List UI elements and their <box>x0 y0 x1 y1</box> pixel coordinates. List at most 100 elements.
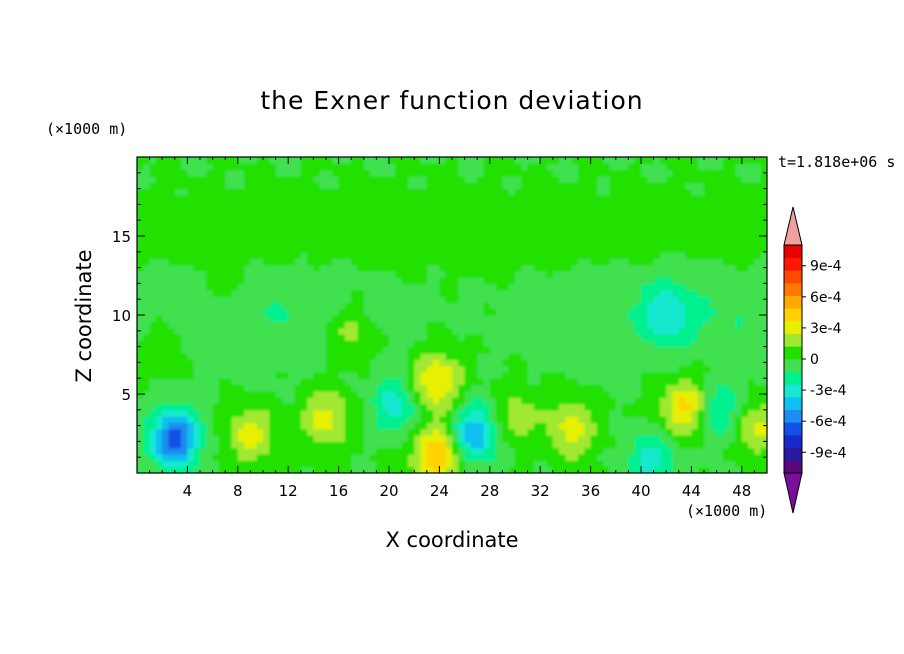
contour-cell <box>382 371 390 379</box>
contour-cell <box>659 296 667 303</box>
contour-cell <box>515 194 522 202</box>
contour-cell <box>458 441 466 449</box>
contour-cell <box>237 390 245 398</box>
contour-cell <box>653 428 661 436</box>
contour-cell <box>445 454 453 461</box>
contour-cell <box>716 226 724 234</box>
contour-cell <box>401 226 409 234</box>
contour-cell <box>578 157 585 164</box>
contour-cell <box>250 346 258 354</box>
contour-cell <box>288 163 296 171</box>
contour-cell <box>143 315 151 322</box>
contour-cell <box>307 371 314 379</box>
contour-cell <box>250 213 258 221</box>
contour-cell <box>218 460 226 468</box>
contour-cell <box>250 296 258 303</box>
contour-cell <box>414 232 422 240</box>
contour-cell <box>401 277 409 284</box>
contour-cell <box>332 378 340 386</box>
contour-cell <box>168 188 176 196</box>
contour-cell <box>666 460 674 468</box>
contour-cell <box>496 264 503 272</box>
contour-cell <box>218 333 226 341</box>
contour-cell <box>540 251 548 259</box>
contour-cell <box>634 169 642 177</box>
contour-cell <box>143 226 151 234</box>
contour-cell <box>748 378 755 386</box>
contour-cell <box>433 182 440 190</box>
contour-cell <box>137 207 144 215</box>
contour-cell <box>319 169 327 177</box>
contour-cell <box>678 296 686 303</box>
contour-cell <box>496 283 503 291</box>
contour-cell <box>603 201 611 209</box>
contour-cell <box>722 422 730 430</box>
contour-cell <box>546 308 554 316</box>
contour-cell <box>338 258 346 266</box>
contour-cell <box>691 264 699 272</box>
contour-cell <box>615 447 623 455</box>
contour-cell <box>729 277 737 284</box>
contour-cell <box>452 333 459 341</box>
contour-cell <box>729 283 737 291</box>
contour-cell <box>477 258 485 266</box>
contour-cell <box>363 213 371 221</box>
contour-cell <box>615 441 623 449</box>
contour-cell <box>250 466 258 473</box>
contour-cell <box>578 182 585 190</box>
contour-cell <box>653 441 661 449</box>
contour-cell <box>382 447 390 455</box>
contour-cell <box>691 422 699 430</box>
contour-cell <box>181 447 188 455</box>
contour-cell <box>212 454 220 461</box>
contour-cell <box>666 422 674 430</box>
contour-cell <box>332 390 340 398</box>
contour-cell <box>370 157 377 164</box>
contour-cell <box>483 157 491 164</box>
contour-cell <box>206 454 214 461</box>
contour-cell <box>363 390 371 398</box>
contour-cell <box>225 365 233 373</box>
contour-cell <box>533 460 541 468</box>
contour-cell <box>685 251 692 259</box>
contour-cell <box>641 359 648 367</box>
contour-cell <box>691 365 699 373</box>
contour-cell <box>659 340 667 348</box>
contour-cell <box>357 371 365 379</box>
contour-cell <box>552 340 560 348</box>
contour-cell <box>407 175 415 183</box>
contour-cell <box>533 289 541 297</box>
contour-cell <box>489 340 497 348</box>
contour-cell <box>250 270 258 278</box>
contour-cell <box>288 264 296 272</box>
contour-cell <box>162 245 170 253</box>
contour-cell <box>351 315 359 322</box>
contour-cell <box>590 466 598 473</box>
contour-cell <box>269 409 277 417</box>
contour-cell <box>704 302 711 310</box>
contour-cell <box>370 454 377 461</box>
contour-cell <box>697 308 705 316</box>
contour-cell <box>496 188 503 196</box>
contour-cell <box>200 207 207 215</box>
contour-cell <box>691 435 699 442</box>
contour-cell <box>168 245 176 253</box>
contour-cell <box>244 409 251 417</box>
contour-cell <box>489 315 497 322</box>
contour-cell <box>502 409 510 417</box>
contour-cell <box>647 378 655 386</box>
contour-cell <box>634 435 642 442</box>
contour-cell <box>754 428 762 436</box>
contour-cell <box>225 251 233 259</box>
contour-cell <box>250 352 258 360</box>
contour-cell <box>483 308 491 316</box>
contour-cell <box>407 157 415 164</box>
contour-cell <box>502 220 510 228</box>
contour-cell <box>382 283 390 291</box>
contour-cell <box>137 352 144 360</box>
contour-cell <box>722 232 730 240</box>
contour-cell <box>162 409 170 417</box>
contour-cell <box>609 384 617 392</box>
contour-cell <box>433 220 440 228</box>
contour-cell <box>647 409 655 417</box>
